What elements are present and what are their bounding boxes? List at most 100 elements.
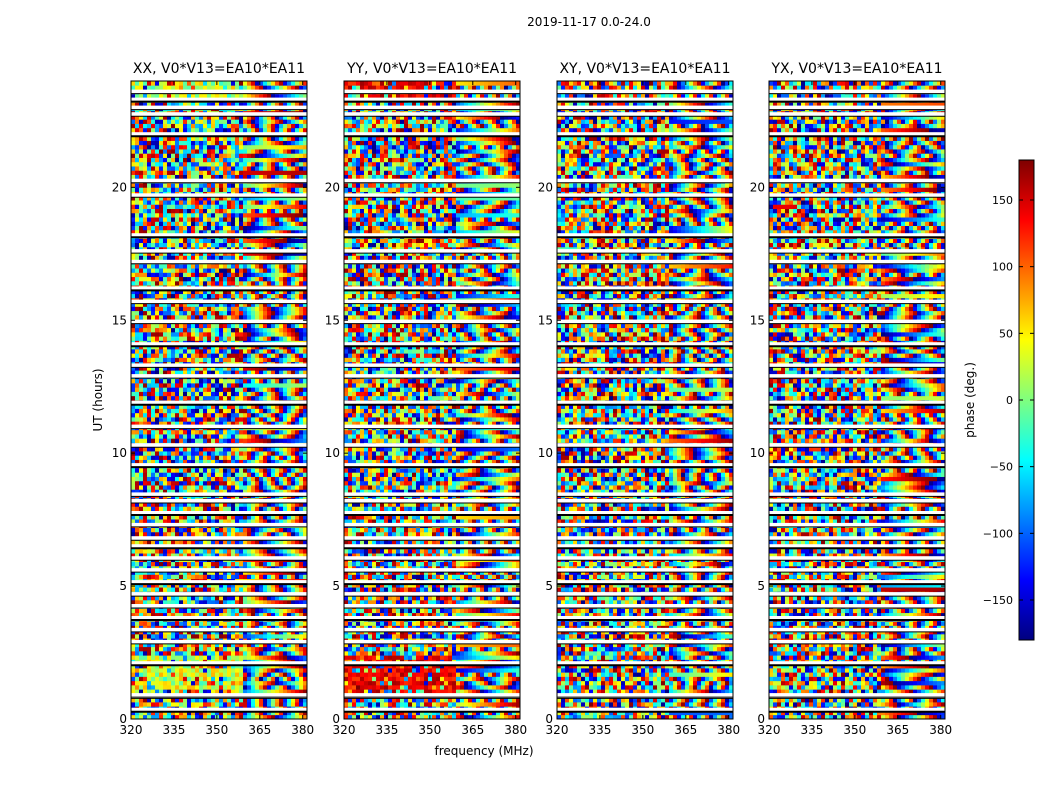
heatmap-cell bbox=[291, 242, 296, 248]
heatmap-cell bbox=[231, 417, 236, 422]
heatmap-cell bbox=[135, 263, 140, 269]
heatmap-cell bbox=[215, 599, 220, 605]
heatmap-cell bbox=[283, 561, 288, 567]
heatmap-cell bbox=[251, 676, 256, 682]
heatmap-cell bbox=[215, 561, 220, 567]
heatmap-cell bbox=[235, 480, 240, 486]
heatmap-cell bbox=[223, 710, 228, 716]
heatmap-cell bbox=[159, 382, 164, 388]
heatmap-cell bbox=[279, 310, 284, 316]
heatmap-cell bbox=[199, 714, 204, 720]
heatmap-cell bbox=[263, 327, 268, 333]
heatmap-cell bbox=[235, 272, 240, 278]
heatmap-cell bbox=[231, 701, 236, 707]
heatmap-cell bbox=[283, 621, 288, 626]
heatmap-cell bbox=[131, 429, 136, 435]
heatmap-cell bbox=[135, 365, 140, 371]
heatmap-cell bbox=[167, 485, 172, 490]
heatmap-cell bbox=[303, 672, 308, 677]
heatmap-cell bbox=[263, 625, 268, 631]
heatmap-cell bbox=[183, 459, 188, 465]
heatmap-cell bbox=[283, 714, 288, 720]
heatmap-cell bbox=[271, 519, 276, 524]
heatmap-cell bbox=[263, 646, 268, 652]
heatmap-cell bbox=[175, 434, 180, 439]
heatmap-cell bbox=[187, 438, 192, 443]
heatmap-cell bbox=[179, 263, 184, 269]
heatmap-cell bbox=[155, 485, 160, 490]
heatmap-cell bbox=[267, 459, 272, 465]
heatmap-cell bbox=[295, 242, 300, 248]
heatmap-cell bbox=[295, 540, 300, 546]
heatmap-cell bbox=[155, 378, 160, 384]
heatmap-cell bbox=[203, 348, 208, 354]
heatmap-cell bbox=[175, 280, 180, 286]
heatmap-cell bbox=[183, 310, 188, 316]
heatmap-cell bbox=[295, 480, 300, 486]
heatmap-cell bbox=[131, 633, 136, 639]
heatmap-cell bbox=[267, 684, 272, 690]
heatmap-cell bbox=[255, 642, 260, 648]
heatmap-cell bbox=[275, 625, 280, 631]
heatmap-cell bbox=[247, 684, 252, 690]
heatmap-cell bbox=[171, 676, 176, 682]
heatmap-cell bbox=[303, 289, 308, 295]
heatmap-cell bbox=[191, 553, 196, 558]
heatmap-cell bbox=[211, 646, 216, 652]
heatmap-cell bbox=[275, 455, 280, 460]
heatmap-cell bbox=[243, 587, 248, 592]
heatmap-cell bbox=[295, 429, 300, 435]
heatmap-cell bbox=[183, 255, 188, 261]
heatmap-cell bbox=[231, 485, 236, 490]
heatmap-cell bbox=[171, 684, 176, 690]
heatmap-cell bbox=[143, 621, 148, 626]
heatmap-cell bbox=[243, 421, 248, 426]
heatmap-cell bbox=[135, 701, 140, 707]
heatmap-cell bbox=[263, 655, 268, 660]
heatmap-cell bbox=[187, 697, 192, 703]
heatmap-cell bbox=[143, 489, 148, 494]
heatmap-cell bbox=[139, 531, 144, 537]
heatmap-cell bbox=[143, 587, 148, 592]
heatmap-cell bbox=[183, 548, 188, 554]
heatmap-cell bbox=[231, 412, 236, 418]
heatmap-cell bbox=[147, 323, 152, 329]
heatmap-cell bbox=[131, 472, 136, 477]
heatmap-cell bbox=[159, 676, 164, 682]
heatmap-cell bbox=[303, 599, 308, 605]
y-axis-label: UT (hours) bbox=[91, 368, 105, 431]
heatmap-cell bbox=[187, 701, 192, 707]
heatmap-cell bbox=[175, 314, 180, 320]
heatmap-cell bbox=[275, 599, 280, 605]
heatmap-cell bbox=[303, 412, 308, 418]
heatmap-cell bbox=[227, 527, 232, 533]
heatmap-cell bbox=[175, 242, 180, 248]
heatmap-cell bbox=[243, 553, 248, 558]
heatmap-cell bbox=[263, 574, 268, 580]
heatmap-cell bbox=[259, 280, 264, 286]
heatmap-cell bbox=[155, 451, 160, 456]
heatmap-cell bbox=[203, 527, 208, 533]
heatmap-cell bbox=[131, 310, 136, 316]
heatmap-cell bbox=[183, 608, 188, 614]
heatmap-cell bbox=[151, 412, 156, 418]
heatmap-cell bbox=[279, 650, 284, 656]
heatmap-cell bbox=[223, 242, 228, 248]
heatmap-cell bbox=[131, 506, 136, 511]
heatmap-cell bbox=[267, 391, 272, 397]
heatmap-cell bbox=[247, 710, 252, 716]
heatmap-cell bbox=[299, 370, 304, 375]
heatmap-cell bbox=[199, 378, 204, 384]
heatmap-cell bbox=[155, 646, 160, 652]
heatmap-cell bbox=[135, 310, 140, 316]
heatmap-cell bbox=[247, 408, 252, 414]
heatmap-cell bbox=[231, 633, 236, 639]
heatmap-cell bbox=[139, 293, 144, 299]
heatmap-cell bbox=[295, 680, 300, 686]
heatmap-cell bbox=[159, 655, 164, 660]
heatmap-cell bbox=[243, 612, 248, 618]
heatmap-cell bbox=[243, 540, 248, 546]
heatmap-cell bbox=[135, 642, 140, 648]
heatmap-cell bbox=[251, 421, 256, 426]
heatmap-cell bbox=[179, 353, 184, 358]
